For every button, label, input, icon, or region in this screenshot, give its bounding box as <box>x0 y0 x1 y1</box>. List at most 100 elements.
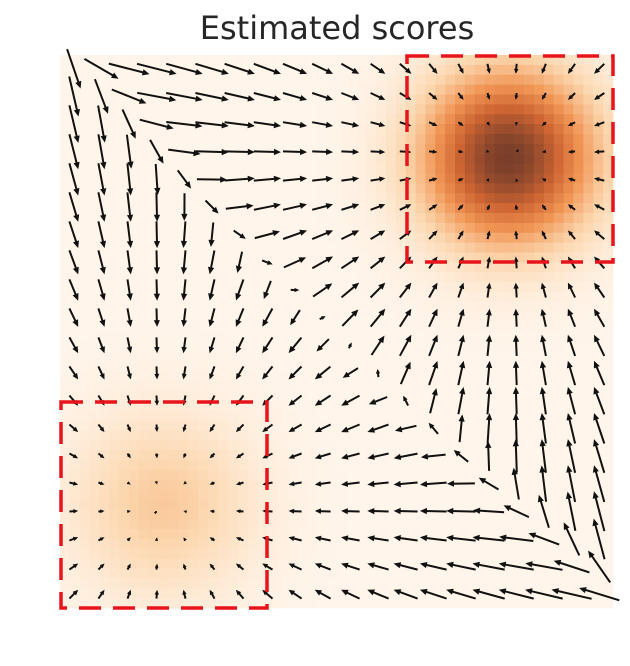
heat-cell <box>494 479 505 490</box>
heat-cell <box>543 74 555 86</box>
arrow <box>370 230 386 240</box>
heat-cell <box>158 529 170 540</box>
heat-cell <box>366 361 377 372</box>
heat-cell <box>257 301 268 313</box>
heat-cell <box>148 420 160 431</box>
arrow <box>340 282 360 299</box>
arrow-shaft <box>224 177 251 182</box>
heat-cell <box>455 519 466 530</box>
arrow <box>446 588 476 600</box>
heat-cell <box>158 568 170 579</box>
arrow-head <box>288 372 296 380</box>
arrow-shaft <box>195 150 225 154</box>
heat-cell <box>247 430 258 441</box>
arrow-shaft <box>282 92 304 100</box>
heat-cell <box>464 598 476 609</box>
heat-cell <box>593 242 604 253</box>
arrow <box>68 423 79 433</box>
heat-cell <box>385 479 397 490</box>
heat-cell <box>484 193 495 204</box>
arrow <box>262 563 274 571</box>
heat-cell <box>504 203 515 214</box>
heat-cell <box>494 292 505 303</box>
arrow <box>594 334 606 357</box>
arrow-shaft <box>97 221 105 245</box>
heat-cell <box>504 134 515 145</box>
heat-cell <box>158 94 170 105</box>
heat-cell <box>445 242 456 253</box>
heat-cell <box>376 321 387 332</box>
heat-cell <box>583 222 594 234</box>
arrow-head <box>325 256 334 263</box>
arrow-head <box>419 589 428 595</box>
heat-cell <box>316 351 328 362</box>
heat-cell <box>583 282 594 293</box>
arrow-head <box>515 149 520 153</box>
heat-cell <box>415 529 426 540</box>
heat-cell <box>69 390 81 402</box>
heat-cell <box>425 134 436 145</box>
heat-cell <box>385 272 397 283</box>
arrow <box>486 121 490 126</box>
heat-cell <box>346 183 357 194</box>
heat-cell <box>129 440 140 451</box>
arrow-shaft <box>568 338 577 357</box>
heat-cell <box>227 272 239 283</box>
heat-cell <box>287 292 298 303</box>
arrow <box>196 176 228 183</box>
heat-cell <box>455 459 466 471</box>
heat-cell <box>514 598 525 609</box>
heat-cell <box>445 213 456 224</box>
arrow-head <box>593 386 600 395</box>
heat-cell <box>494 588 505 599</box>
heat-cell <box>484 55 495 66</box>
heat-cell <box>395 548 407 560</box>
heat-cell <box>257 371 268 382</box>
heat-cell <box>119 588 130 599</box>
heat-cell <box>119 519 130 530</box>
heat-cell <box>425 94 436 105</box>
heat-cell <box>178 84 189 95</box>
heat-cell <box>139 568 150 579</box>
arrow-shaft <box>582 588 620 602</box>
heat-cell <box>247 104 258 115</box>
heat-cell <box>198 588 209 599</box>
heat-cell <box>494 440 505 451</box>
heat-cell <box>119 538 130 550</box>
arrow <box>181 337 187 354</box>
heat-cell <box>504 272 515 283</box>
heat-cell <box>168 124 179 135</box>
heat-cell <box>129 301 140 313</box>
arrow-shaft <box>236 279 245 297</box>
arrow <box>282 62 308 75</box>
heat-cell <box>198 193 209 204</box>
heat-cell <box>218 578 229 589</box>
heat-cell <box>326 459 337 471</box>
arrow-head <box>73 481 79 486</box>
heat-cell <box>198 351 209 362</box>
heat-cell <box>445 440 456 451</box>
heat-cell <box>139 272 150 283</box>
arrow-shaft <box>567 416 577 444</box>
heat-cell <box>178 114 189 125</box>
arrow-head <box>567 334 574 343</box>
heat-cell <box>405 371 416 382</box>
heat-cell <box>484 213 495 224</box>
heat-cell <box>297 104 308 115</box>
heat-cell <box>306 371 318 382</box>
arrow-head <box>403 395 408 402</box>
arrow-head <box>592 491 599 499</box>
heat-cell <box>504 529 515 540</box>
heat-cell <box>563 499 574 510</box>
arrow-shaft <box>168 148 197 155</box>
arrow-head <box>209 509 214 514</box>
arrow-shaft <box>502 563 534 571</box>
arrow <box>209 509 215 514</box>
heat-cell <box>415 380 426 392</box>
heat-cell <box>287 380 298 392</box>
heat-cell <box>385 232 397 244</box>
heat-cell <box>504 163 515 174</box>
heat-cell <box>346 124 357 135</box>
heat-cell <box>356 104 367 115</box>
arrow <box>566 413 577 444</box>
